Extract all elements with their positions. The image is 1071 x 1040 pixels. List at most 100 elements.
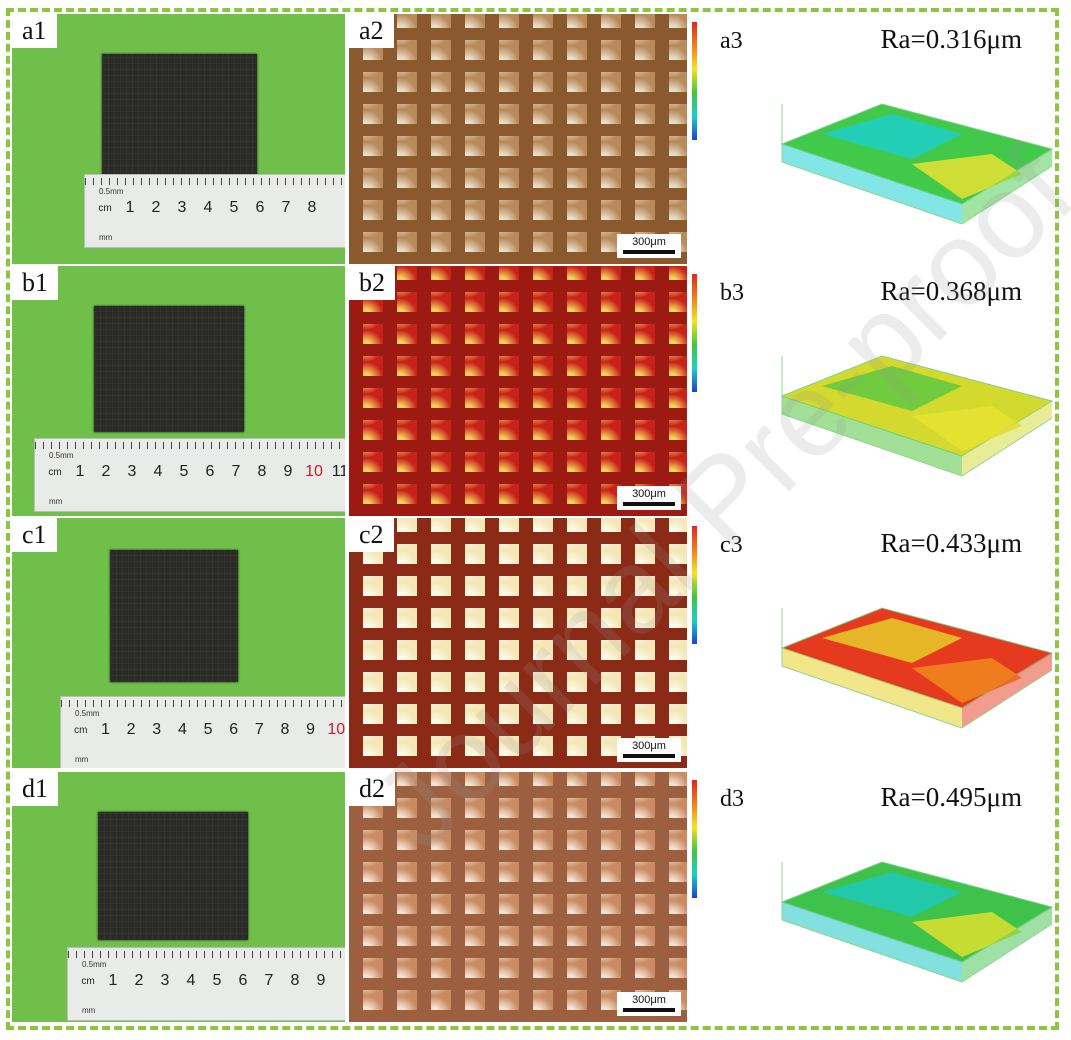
surface-patch xyxy=(822,872,962,917)
film-sample xyxy=(102,54,257,184)
sample-photo: 0.5mm cm 1 2 3 4 5 6 7 8 9 10 mm c1 xyxy=(12,518,345,768)
ruler-number: 5 xyxy=(212,972,222,989)
ruler-number: 2 xyxy=(101,463,111,480)
surface-patch-accent xyxy=(912,658,1022,703)
scale-bar: 300μm xyxy=(617,992,681,1016)
ruler-number: 5 xyxy=(179,463,189,480)
ruler-number: 7 xyxy=(254,721,264,738)
micrograph: d2 300μm xyxy=(349,772,687,1022)
surface-front-edge xyxy=(782,396,962,476)
photo-label: b1 xyxy=(12,266,58,300)
ruler-number: 3 xyxy=(160,972,170,989)
surface-side-edge xyxy=(962,907,1052,982)
roughness-value: Ra=0.495μm xyxy=(880,782,1022,812)
scale-bar: 300μm xyxy=(617,738,681,762)
surface-3d-plot xyxy=(780,355,1054,477)
photo-label: c1 xyxy=(12,518,57,552)
ruler-number: 3 xyxy=(152,721,162,738)
surface-label: b3 xyxy=(720,280,744,306)
ruler-mm-label: mm xyxy=(75,755,89,764)
ruler-mm-label: mm xyxy=(49,497,63,506)
ruler-unit: cm xyxy=(48,466,62,478)
ruler-number: 3 xyxy=(127,463,137,480)
ruler-number: 1 xyxy=(108,972,118,989)
film-sample xyxy=(98,812,248,940)
ruler-mm-label: mm xyxy=(99,233,113,242)
color-scale-bar xyxy=(692,780,697,898)
sample-photo: 0.5mm cm 1 2 3 4 5 6 7 8 9 10 11 mm b1 xyxy=(12,266,345,516)
ruler-number: 4 xyxy=(153,463,163,480)
ruler-number: 5 xyxy=(229,199,239,216)
scale-bar-line xyxy=(623,1008,675,1012)
film-sample xyxy=(94,306,244,432)
ruler-unit: cm xyxy=(81,975,95,987)
surface-patch xyxy=(822,366,962,411)
surface-front-edge xyxy=(782,144,962,224)
ruler-number: 11 xyxy=(331,463,345,480)
color-scale-bar xyxy=(692,274,697,392)
ruler-number: 2 xyxy=(126,721,136,738)
micrograph: b2 300μm xyxy=(349,266,687,516)
ruler-small-label: 0.5mm xyxy=(75,709,100,718)
micrograph: c2 300μm xyxy=(349,518,687,768)
photo-label: a1 xyxy=(12,14,57,48)
surface-front-edge xyxy=(782,902,962,982)
ruler-number: 4 xyxy=(186,972,196,989)
ruler-number: 9 xyxy=(316,972,326,989)
surface-side-edge xyxy=(962,653,1052,728)
scale-bar: 300μm xyxy=(617,486,681,510)
ruler-number: 10 xyxy=(305,463,323,480)
ruler-mm-label: mm xyxy=(82,1006,96,1015)
figure-frame xyxy=(6,8,1059,1030)
axis-line xyxy=(781,919,963,983)
ruler-number: 3 xyxy=(177,199,187,216)
scale-bar-text: 300μm xyxy=(632,740,666,752)
ruler-number: 1 xyxy=(125,199,135,216)
surface-label: c3 xyxy=(720,532,743,558)
scale-bar-line xyxy=(623,502,675,506)
surface-3d-plot xyxy=(780,861,1054,983)
ruler-number: 7 xyxy=(231,463,241,480)
surface-patch xyxy=(822,114,962,159)
ruler: 0.5mm cm 1 2 3 4 5 6 7 8 9 10 11 mm xyxy=(34,438,345,512)
ruler-unit: cm xyxy=(98,202,112,214)
surface-3d-plot xyxy=(780,103,1054,225)
ruler-number: 5 xyxy=(203,721,213,738)
ruler-unit: cm xyxy=(74,724,88,736)
surface-label: a3 xyxy=(720,28,743,54)
ruler-number: 10 xyxy=(327,721,345,738)
color-scale-bar xyxy=(692,526,697,644)
panel-row-b: 0.5mm cm 1 2 3 4 5 6 7 8 9 10 11 mm b1 b2 300μm b3… xyxy=(12,266,1054,516)
axis-line xyxy=(961,923,1053,983)
ruler-number: 2 xyxy=(151,199,161,216)
micrograph-label: d2 xyxy=(349,772,395,806)
ruler-number: 8 xyxy=(290,972,300,989)
ruler-number: 8 xyxy=(307,199,317,216)
photo-label: d1 xyxy=(12,772,58,806)
micrograph-label: c2 xyxy=(349,518,394,552)
ruler-small-label: 0.5mm xyxy=(82,960,107,969)
scale-bar-text: 300μm xyxy=(632,236,666,248)
surface-patch-accent xyxy=(912,406,1022,451)
ruler-number: 6 xyxy=(238,972,248,989)
axis-line xyxy=(961,669,1053,729)
ruler-number: 8 xyxy=(257,463,267,480)
surface-side-edge xyxy=(962,149,1052,224)
ruler-number: 6 xyxy=(205,463,215,480)
surface-patch xyxy=(822,618,962,663)
surface-patch-accent xyxy=(912,912,1022,957)
micrograph-label: a2 xyxy=(349,14,394,48)
scale-bar-text: 300μm xyxy=(632,994,666,1006)
surface-3d-plot xyxy=(780,607,1054,729)
ruler-number: 7 xyxy=(281,199,291,216)
ruler-number: 6 xyxy=(255,199,265,216)
roughness-value: Ra=0.368μm xyxy=(880,276,1022,306)
ruler-small-label: 0.5mm xyxy=(99,187,124,196)
ruler-number: 4 xyxy=(203,199,213,216)
ruler-number: 4 xyxy=(177,721,187,738)
